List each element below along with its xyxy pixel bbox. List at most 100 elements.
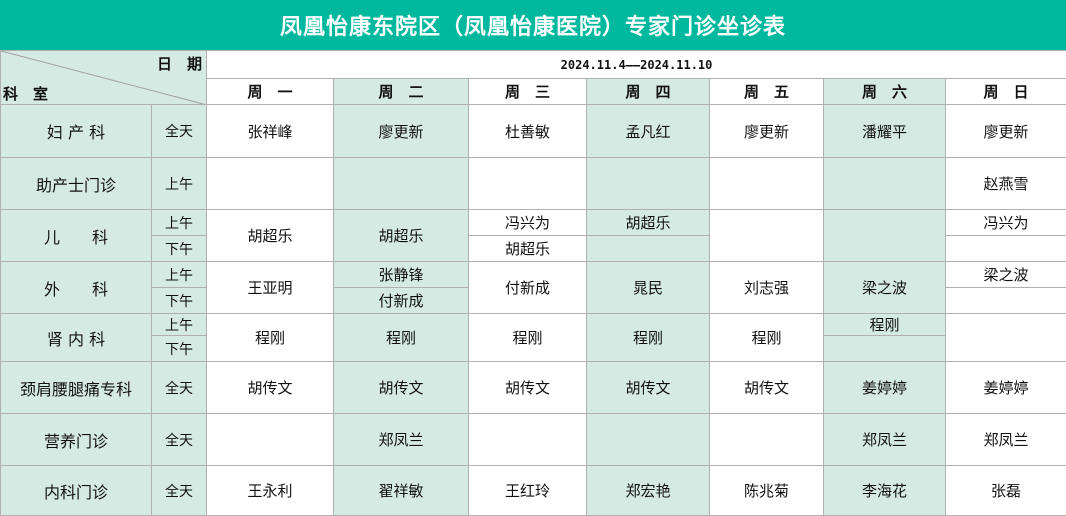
table-row: 妇 产 科全天张祥峰廖更新杜善敏孟凡红廖更新潘耀平廖更新 [1, 105, 1066, 158]
time-slot-cell: 下午 [152, 288, 207, 314]
doctor-cell [334, 158, 469, 210]
weekday-header: 周 三 [469, 79, 587, 105]
doctor-cell [824, 158, 946, 210]
doctor-cell: 胡传文 [710, 362, 824, 414]
time-slot-cell: 全天 [152, 105, 207, 158]
time-slot-cell: 下午 [152, 336, 207, 362]
doctor-cell: 赵燕雪 [946, 158, 1066, 210]
doctor-cell: 陈兆菊 [710, 466, 824, 516]
department-cell: 颈肩腰腿痛专科 [1, 362, 152, 414]
doctor-cell: 郑凤兰 [824, 414, 946, 466]
doctor-cell [946, 236, 1066, 262]
table-row: 儿 科上午胡超乐胡超乐冯兴为胡超乐冯兴为 [1, 210, 1066, 236]
table-row: 助产士门诊上午 赵燕雪 [1, 158, 1066, 210]
table-row: 颈肩腰腿痛专科全天胡传文胡传文胡传文胡传文胡传文姜婷婷姜婷婷 [1, 362, 1066, 414]
doctor-cell: 翟祥敏 [334, 466, 469, 516]
doctor-cell: 冯兴为 [469, 210, 587, 236]
time-slot-cell: 全天 [152, 466, 207, 516]
doctor-cell [824, 210, 946, 262]
doctor-cell: 王亚明 [207, 262, 334, 314]
doctor-cell: 晁民 [587, 262, 710, 314]
doctor-cell: 张祥峰 [207, 105, 334, 158]
time-slot-cell: 上午 [152, 262, 207, 288]
weekday-header: 周 五 [710, 79, 824, 105]
doctor-cell: 姜婷婷 [824, 362, 946, 414]
date-label: 日 期 [157, 53, 202, 74]
doctor-cell [469, 414, 587, 466]
doctor-cell [946, 288, 1066, 314]
department-cell: 肾 内 科 [1, 314, 152, 362]
doctor-cell: 付新成 [469, 262, 587, 314]
doctor-cell [587, 158, 710, 210]
doctor-cell: 胡超乐 [207, 210, 334, 262]
department-cell: 营养门诊 [1, 414, 152, 466]
department-cell: 儿 科 [1, 210, 152, 262]
doctor-cell: 梁之波 [946, 262, 1066, 288]
doctor-cell [207, 414, 334, 466]
time-slot-cell: 下午 [152, 236, 207, 262]
weekday-header: 周 一 [207, 79, 334, 105]
time-slot-cell: 上午 [152, 314, 207, 336]
doctor-cell: 廖更新 [334, 105, 469, 158]
doctor-cell [824, 336, 946, 362]
doctor-cell [710, 414, 824, 466]
date-range: 2024.11.4——2024.11.10 [207, 51, 1066, 79]
time-slot-cell: 上午 [152, 210, 207, 236]
doctor-cell: 程刚 [207, 314, 334, 362]
doctor-cell: 胡传文 [587, 362, 710, 414]
department-cell: 妇 产 科 [1, 105, 152, 158]
doctor-cell: 杜善敏 [469, 105, 587, 158]
header-corner: 日 期 科 室 [1, 51, 207, 105]
doctor-cell: 胡传文 [334, 362, 469, 414]
doctor-cell: 郑凤兰 [946, 414, 1066, 466]
doctor-cell: 程刚 [587, 314, 710, 362]
doctor-cell: 胡超乐 [587, 210, 710, 236]
doctor-cell: 程刚 [824, 314, 946, 336]
doctor-cell [587, 414, 710, 466]
department-cell: 内科门诊 [1, 466, 152, 516]
doctor-cell [946, 314, 1066, 362]
weekday-header: 周 四 [587, 79, 710, 105]
doctor-cell: 程刚 [469, 314, 587, 362]
doctor-cell [207, 158, 334, 210]
doctor-cell: 张磊 [946, 466, 1066, 516]
time-slot-cell: 上午 [152, 158, 207, 210]
doctor-cell: 姜婷婷 [946, 362, 1066, 414]
doctor-cell: 李海花 [824, 466, 946, 516]
doctor-cell: 廖更新 [710, 105, 824, 158]
time-slot-cell: 全天 [152, 362, 207, 414]
doctor-cell: 郑凤兰 [334, 414, 469, 466]
doctor-cell: 胡超乐 [334, 210, 469, 262]
weekday-header: 周 日 [946, 79, 1066, 105]
doctor-cell: 胡超乐 [469, 236, 587, 262]
schedule-table: 日 期 科 室 2024.11.4——2024.11.10 周 一周 二周 三周… [0, 50, 1066, 516]
doctor-cell: 胡传文 [469, 362, 587, 414]
department-cell: 外 科 [1, 262, 152, 314]
table-row: 内科门诊全天王永利翟祥敏王红玲郑宏艳陈兆菊李海花张磊 [1, 466, 1066, 516]
doctor-cell: 王永利 [207, 466, 334, 516]
doctor-cell [710, 210, 824, 262]
doctor-cell: 王红玲 [469, 466, 587, 516]
doctor-cell: 胡传文 [207, 362, 334, 414]
doctor-cell: 孟凡红 [587, 105, 710, 158]
doctor-cell: 程刚 [334, 314, 469, 362]
doctor-cell [710, 158, 824, 210]
weekday-header: 周 二 [334, 79, 469, 105]
weekday-header: 周 六 [824, 79, 946, 105]
doctor-cell: 张静锋 [334, 262, 469, 288]
table-row: 营养门诊全天郑凤兰郑凤兰郑凤兰 [1, 414, 1066, 466]
doctor-cell: 付新成 [334, 288, 469, 314]
time-slot-cell: 全天 [152, 414, 207, 466]
table-row: 肾 内 科上午程刚程刚程刚程刚程刚程刚 [1, 314, 1066, 336]
doctor-cell [469, 158, 587, 210]
dept-label: 科 室 [3, 83, 48, 104]
doctor-cell: 程刚 [710, 314, 824, 362]
doctor-cell: 郑宏艳 [587, 466, 710, 516]
doctor-cell: 冯兴为 [946, 210, 1066, 236]
doctor-cell [587, 236, 710, 262]
department-cell: 助产士门诊 [1, 158, 152, 210]
table-row: 外 科上午王亚明张静锋付新成晁民刘志强梁之波梁之波 [1, 262, 1066, 288]
doctor-cell: 梁之波 [824, 262, 946, 314]
page-title: 凤凰怡康东院区（凤凰怡康医院）专家门诊坐诊表 [0, 0, 1066, 50]
doctor-cell: 刘志强 [710, 262, 824, 314]
